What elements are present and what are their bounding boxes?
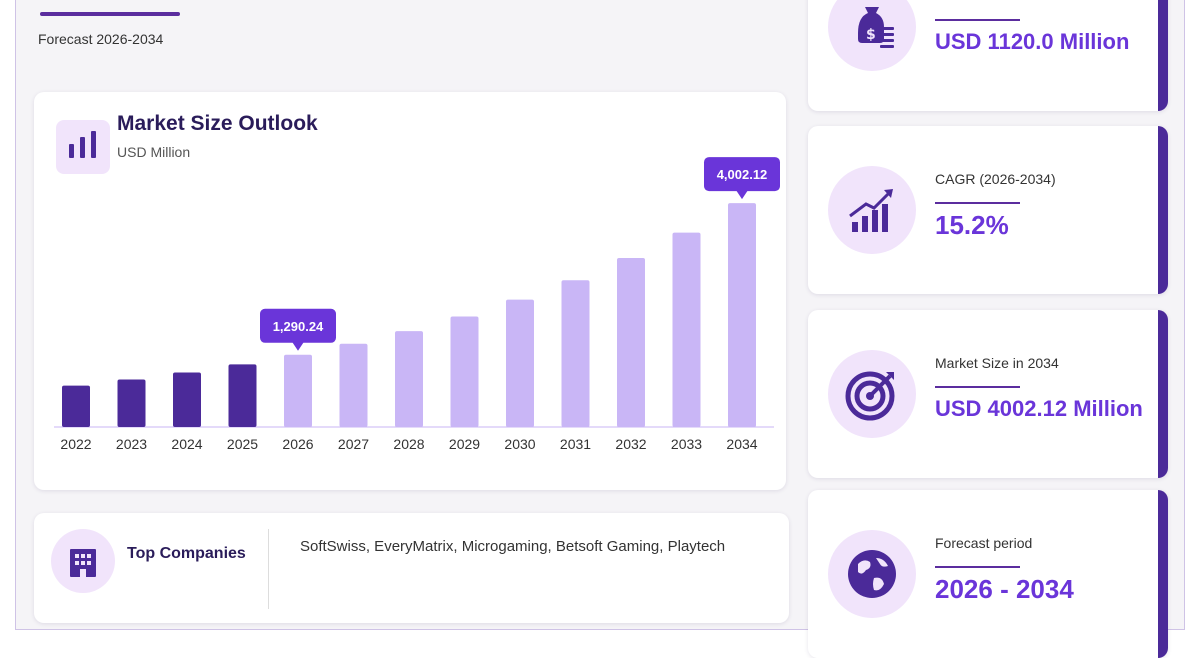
- bar-chart: 2022 2023 2024 2025 2026 2027 2028 2029 2030 2031…: [54, 157, 780, 452]
- bar-2022: [62, 385, 90, 427]
- x-tick-label-2026: 2026: [282, 436, 313, 452]
- stat-card-accent-bar: [1158, 310, 1168, 478]
- x-tick-label-2032: 2032: [615, 436, 646, 452]
- bar-2034: [728, 203, 756, 427]
- x-tick-label-2034: 2034: [726, 436, 757, 452]
- top-companies-card: Top Companies SoftSwiss, EveryMatrix, Mi…: [34, 513, 789, 623]
- stat-card-cagr: CAGR (2026-2034) 15.2%: [808, 126, 1168, 294]
- bar-2031: [561, 280, 590, 427]
- x-tick-label-2033: 2033: [671, 436, 702, 452]
- stat-card-accent-bar: [1158, 490, 1168, 658]
- stat-value: 2026 - 2034: [935, 574, 1074, 604]
- bar-2026: [284, 354, 312, 427]
- stat-value: USD 1120.0 Million: [935, 29, 1130, 54]
- chart-unit-label: USD Million: [117, 144, 191, 160]
- stat-underline: [935, 19, 1020, 21]
- x-tick-label-2028: 2028: [393, 436, 424, 452]
- forecast-subtitle: Forecast 2026-2034: [38, 31, 164, 47]
- x-tick-label-2023: 2023: [116, 436, 147, 452]
- bar-2025: [228, 364, 257, 427]
- stat-underline: [935, 386, 1020, 388]
- bar-2028: [395, 331, 423, 427]
- svg-text:$: $: [866, 27, 876, 43]
- stat-card-accent-bar: [1158, 0, 1168, 111]
- x-tick-label-2029: 2029: [449, 436, 480, 452]
- top-companies-label: Top Companies: [127, 545, 246, 562]
- bar-2023: [117, 379, 146, 427]
- bar-2024: [173, 372, 201, 427]
- target-icon: [828, 350, 916, 438]
- stat-label: Market Size in 2034: [935, 355, 1059, 371]
- stat-value: 15.2%: [935, 210, 1009, 240]
- stat-underline: [935, 566, 1020, 568]
- stat-label: Forecast period: [935, 535, 1033, 551]
- stat-card-market-size-2034: Market Size in 2034 USD 4002.12 Million: [808, 310, 1168, 478]
- top-companies-list: SoftSwiss, EveryMatrix, Microgaming, Bet…: [300, 538, 726, 555]
- x-tick-label-2027: 2027: [338, 436, 369, 452]
- x-tick-label-2024: 2024: [171, 436, 202, 452]
- bar-2030: [506, 299, 534, 427]
- x-tick-label-2025: 2025: [227, 436, 258, 452]
- bar-2029: [450, 316, 479, 427]
- x-tick-label-2022: 2022: [60, 436, 91, 452]
- header-accent-line: [40, 12, 180, 16]
- callout-2026: 1,290.24: [260, 308, 336, 351]
- money-bag-icon: $: [828, 0, 916, 71]
- x-tick-label-2031: 2031: [560, 436, 591, 452]
- x-tick-label-2030: 2030: [504, 436, 535, 452]
- callout-label: 1,290.24: [273, 319, 324, 334]
- bar-2032: [617, 258, 645, 427]
- companies-divider: [268, 529, 269, 609]
- stat-label: CAGR (2026-2034): [935, 171, 1056, 187]
- bar-2033: [672, 232, 701, 427]
- stat-card-market-size-2026: $ USD 1120.0 Million: [808, 0, 1168, 111]
- market-size-chart-card: Market Size Outlook USD Million 2022 2023…: [34, 92, 786, 490]
- stat-underline: [935, 202, 1020, 204]
- stat-card-accent-bar: [1158, 126, 1168, 294]
- stat-card-forecast-period: Forecast period 2026 - 2034: [808, 490, 1168, 658]
- bar-chart-icon: [56, 120, 110, 174]
- callout-label: 4,002.12: [717, 167, 768, 182]
- globe-icon: [828, 530, 916, 618]
- bar-2027: [339, 343, 368, 427]
- stat-value: USD 4002.12 Million: [935, 396, 1143, 421]
- callout-2034: 4,002.12: [704, 157, 780, 200]
- growth-chart-icon: [828, 166, 916, 254]
- buildings-icon: [51, 529, 115, 593]
- chart-title: Market Size Outlook: [117, 112, 318, 135]
